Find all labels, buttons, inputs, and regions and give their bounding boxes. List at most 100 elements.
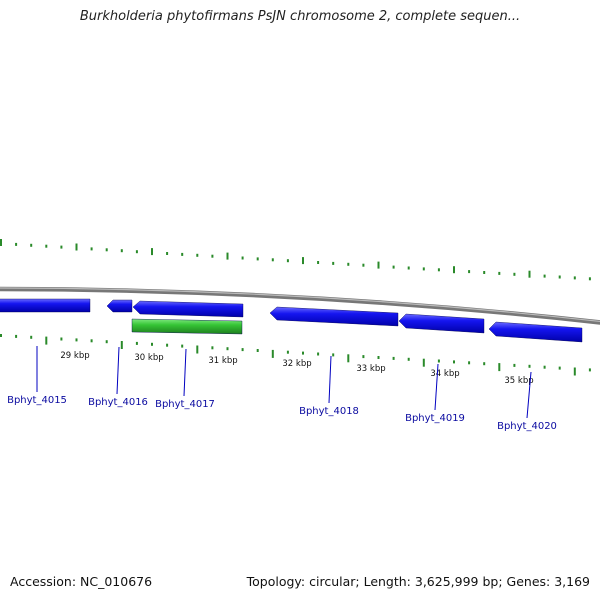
gene-label[interactable]: Bphyt_4020 — [497, 421, 557, 432]
accession-label: Accession: NC_010676 — [10, 574, 153, 589]
tick-mark — [75, 338, 78, 342]
tick-mark — [453, 360, 455, 364]
tick-mark — [483, 271, 486, 274]
gene-bphyt_4020[interactable] — [488, 321, 583, 343]
tick-mark — [407, 357, 410, 361]
tick-mark — [90, 339, 93, 343]
tick-mark — [528, 364, 531, 368]
topology-summary: Topology: circular; Length: 3,625,999 bp… — [246, 574, 590, 589]
tick-mark — [30, 243, 33, 247]
tick-mark — [573, 367, 576, 376]
tick-mark — [135, 250, 138, 254]
tick-mark — [513, 272, 516, 276]
tick-mark — [271, 258, 274, 262]
tick-mark — [453, 266, 455, 274]
tick-mark — [528, 270, 531, 278]
tick-mark — [166, 252, 169, 255]
ruler-tick-label: 33 kbp — [356, 364, 385, 374]
gene-track — [0, 298, 583, 343]
tick-mark — [558, 366, 561, 370]
tick-mark — [543, 274, 546, 278]
gene-feature[interactable] — [131, 318, 243, 335]
tick-mark — [75, 243, 78, 251]
ruler-labels: 29 kbp 30 kbp 31 kbp 32 kbp 33 kbp 34 kb… — [60, 351, 533, 386]
tick-mark — [241, 348, 244, 352]
gene-leader-line — [434, 363, 439, 411]
chromosome-backbone-highlight — [0, 287, 600, 323]
tick-mark — [558, 275, 561, 279]
tick-mark — [181, 252, 184, 256]
gene-bphyt_4018[interactable] — [269, 306, 399, 327]
gene-label[interactable]: Bphyt_4019 — [405, 413, 465, 424]
gene-leader-line — [526, 371, 532, 419]
gene-label[interactable]: Bphyt_4016 — [88, 397, 148, 408]
tick-mark — [196, 345, 199, 354]
gene-leader-line — [328, 355, 332, 404]
gene-bphyt_4015[interactable] — [0, 298, 91, 313]
tick-mark — [347, 262, 350, 266]
tick-mark — [347, 354, 350, 363]
tick-mark — [437, 359, 440, 363]
tick-mark — [468, 361, 471, 365]
tick-mark — [392, 356, 395, 360]
gene-bphyt_4016[interactable] — [106, 299, 133, 313]
gene-label[interactable]: Bphyt_4018 — [299, 406, 359, 417]
tick-mark — [317, 352, 320, 356]
tick-mark — [151, 342, 153, 346]
tick-mark — [302, 257, 304, 265]
tick-mark — [256, 349, 259, 352]
tick-mark — [513, 363, 516, 367]
gene-label[interactable]: Bphyt_4015 — [7, 395, 67, 406]
tick-mark — [135, 341, 138, 345]
tick-mark — [15, 334, 18, 338]
tick-mark — [166, 343, 169, 347]
tick-mark — [498, 363, 501, 372]
tick-mark — [226, 252, 229, 260]
gene-label[interactable]: Bphyt_4017 — [155, 399, 215, 410]
tick-mark — [332, 261, 335, 265]
tick-mark — [271, 349, 274, 358]
tick-mark — [422, 358, 425, 367]
tick-mark — [60, 245, 63, 249]
tick-mark — [90, 247, 93, 251]
tick-mark — [392, 265, 395, 269]
tick-mark — [588, 368, 591, 372]
tick-mark — [15, 242, 18, 246]
ruler-tick-label: 35 kbp — [504, 376, 533, 386]
tick-mark — [45, 244, 48, 248]
ruler-tick-label: 32 kbp — [282, 359, 311, 369]
tick-mark — [181, 344, 184, 348]
lower-tick-row — [0, 334, 591, 376]
tick-mark — [483, 362, 486, 366]
tick-mark — [468, 270, 471, 274]
tick-mark — [30, 335, 33, 339]
tick-mark — [407, 266, 410, 270]
tick-mark — [120, 341, 123, 349]
tick-mark — [332, 353, 335, 357]
tick-mark — [105, 340, 108, 344]
ruler-tick-label: 30 kbp — [134, 353, 163, 363]
gene-bphyt_4017[interactable] — [132, 300, 244, 318]
tick-mark — [45, 336, 48, 345]
tick-mark — [543, 365, 546, 369]
tick-mark — [211, 346, 214, 350]
gene-bphyt_4019[interactable] — [398, 313, 485, 334]
tick-mark — [211, 254, 214, 258]
tick-mark — [573, 276, 576, 280]
tick-mark — [0, 239, 2, 246]
tick-mark — [317, 261, 320, 264]
gene-leader-line — [116, 346, 120, 395]
ruler-tick-label: 34 kbp — [430, 369, 459, 379]
tick-mark — [286, 259, 289, 263]
upper-tick-row — [0, 239, 591, 281]
tick-mark — [362, 263, 365, 267]
tick-mark — [422, 267, 425, 271]
tick-mark — [226, 347, 229, 351]
tick-mark — [437, 268, 440, 272]
tick-mark — [286, 350, 289, 354]
tick-mark — [241, 256, 244, 260]
sequence-title: Burkholderia phytofirmans PsJN chromosom… — [79, 9, 521, 24]
tick-mark — [498, 271, 501, 275]
tick-mark — [60, 337, 63, 341]
